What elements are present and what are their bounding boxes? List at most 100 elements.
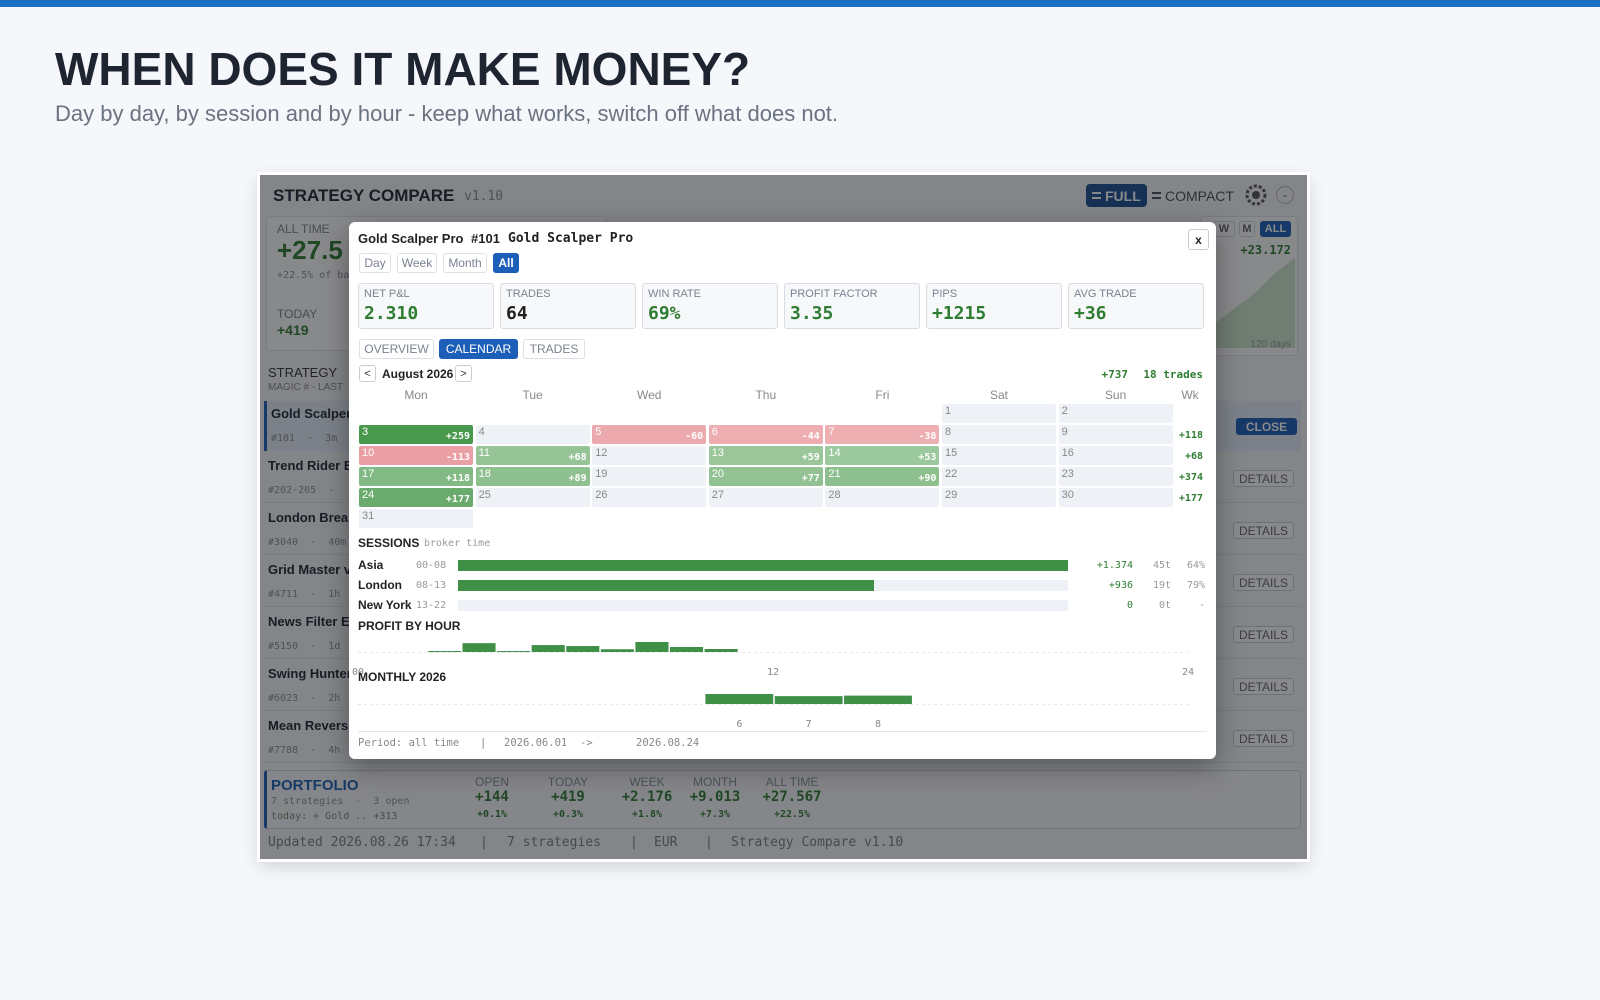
period-button[interactable]: Day [359, 253, 391, 273]
next-month-button[interactable]: > [455, 365, 472, 382]
calendar-day[interactable]: 14 +53 [825, 446, 940, 465]
day-number: 26 [595, 489, 608, 501]
calendar-day[interactable]: 26 [592, 488, 707, 507]
calendar-day[interactable]: 1 [942, 404, 1056, 423]
day-pnl: -60 [685, 431, 704, 442]
bar [635, 642, 669, 652]
week-total: +68 [1184, 451, 1203, 462]
x-tick-label: 12 [767, 667, 779, 678]
bar [844, 695, 912, 704]
session-track [458, 600, 1068, 611]
session-bar [458, 560, 1068, 571]
calendar-day[interactable]: 13 +59 [708, 446, 823, 465]
calendar-day[interactable]: 5 -60 [592, 425, 707, 444]
day-number: 18 [478, 468, 491, 480]
calendar-day[interactable]: 29 [942, 488, 1056, 507]
period-button[interactable]: Month [443, 253, 487, 273]
calendar-day[interactable]: 12 [592, 446, 707, 465]
session-hours: 13-22 [416, 600, 447, 611]
calendar-day[interactable]: 7 -38 [825, 425, 940, 444]
x-tick-label: 8 [875, 719, 881, 730]
chart-title: PROFIT BY HOUR [358, 619, 461, 633]
session-win-rate: - [1198, 600, 1205, 611]
day-pnl: -38 [918, 431, 937, 442]
tab-button[interactable]: TRADES [523, 339, 585, 359]
calendar-day[interactable]: 11 +68 [475, 446, 590, 465]
weekday-label: Wed [636, 388, 662, 402]
stat-label: WIN RATE [648, 288, 701, 300]
calendar-day[interactable]: 15 [942, 446, 1056, 465]
stat-card: WIN RATE 69% [642, 283, 778, 329]
prev-month-button[interactable]: < [359, 365, 376, 382]
session-track [458, 560, 1068, 571]
calendar-day[interactable]: 28 [825, 488, 940, 507]
month-label: August 2026 [382, 367, 454, 381]
session-name: Asia [358, 558, 384, 572]
session-name: London [358, 578, 402, 592]
tab-button[interactable]: OVERVIEW [359, 339, 434, 359]
day-number: 15 [945, 447, 958, 459]
day-number: 30 [1061, 489, 1074, 501]
calendar-day[interactable]: 9 [1058, 425, 1173, 444]
day-pnl: +118 [445, 473, 470, 484]
calendar-day[interactable]: 30 [1058, 488, 1173, 507]
period-button[interactable]: All [493, 253, 519, 273]
week-total: +374 [1178, 472, 1203, 483]
day-pnl: +77 [801, 473, 820, 484]
day-number: 20 [711, 468, 725, 480]
calendar-day[interactable]: 23 [1058, 467, 1173, 486]
day-number: 16 [1061, 447, 1074, 459]
calendar-day[interactable]: 17 +118 [359, 467, 473, 486]
day-number: 6 [711, 426, 718, 438]
week-total: +118 [1178, 430, 1203, 441]
bar [427, 651, 461, 653]
top-bar [0, 0, 1600, 7]
tab-button[interactable]: CALENDAR [439, 339, 518, 359]
stat-value: 3.35 [790, 303, 834, 324]
stat-card: AVG TRADE +36 [1068, 283, 1204, 329]
calendar-day[interactable]: 21 +90 [825, 467, 940, 486]
calendar-day[interactable]: 16 [1058, 446, 1173, 465]
calendar-day[interactable]: 18 +89 [475, 467, 590, 486]
calendar-day[interactable]: 20 +77 [708, 467, 823, 486]
stat-card: PIPS +1215 [926, 283, 1062, 329]
calendar-day[interactable]: 3 +259 [359, 425, 473, 444]
calendar-day[interactable]: 22 [942, 467, 1056, 486]
x-tick-label: 24 [1182, 667, 1194, 678]
day-pnl: +59 [801, 452, 820, 463]
footer-to: 2026.08.24 [636, 737, 700, 749]
footer-from: 2026.06.01 [504, 737, 568, 749]
strategy-magic: #101 [471, 231, 500, 246]
day-number: 8 [945, 426, 952, 438]
stat-value: +36 [1074, 303, 1107, 324]
calendar-day[interactable]: 19 [592, 467, 707, 486]
session-track [458, 580, 1068, 591]
day-pnl: +259 [445, 431, 470, 442]
period-button[interactable]: Week [397, 253, 437, 273]
stat-label: PROFIT FACTOR [790, 288, 878, 300]
calendar-day[interactable]: 10 -113 [359, 446, 473, 465]
calendar-day[interactable]: 4 [475, 425, 590, 444]
calendar-day[interactable]: 6 -44 [708, 425, 823, 444]
bar [600, 649, 634, 652]
day-number: 23 [1061, 468, 1074, 480]
day-pnl: +90 [918, 473, 937, 484]
session-value: 0 [1126, 600, 1133, 611]
calendar-day[interactable]: 27 [708, 488, 823, 507]
calendar-day[interactable]: 31 [359, 509, 473, 528]
weekday-label: Mon [404, 388, 428, 402]
calendar-day[interactable]: 24 +177 [359, 488, 473, 507]
footer-period: Period: all time [358, 737, 460, 749]
x-tick-label: 7 [806, 719, 812, 730]
strategy-name: Gold Scalper Pro [358, 231, 464, 246]
weekday-label: Sat [989, 388, 1008, 402]
stat-label: NET P&L [364, 288, 410, 300]
bar [774, 696, 843, 704]
calendar-day[interactable]: 2 [1058, 404, 1173, 423]
page-subtitle: Day by day, by session and by hour - kee… [55, 101, 839, 126]
calendar-day[interactable]: 25 [475, 488, 590, 507]
calendar-day[interactable]: 8 [942, 425, 1056, 444]
close-button[interactable]: x [1188, 229, 1209, 250]
sessions-note: broker time [424, 538, 491, 549]
